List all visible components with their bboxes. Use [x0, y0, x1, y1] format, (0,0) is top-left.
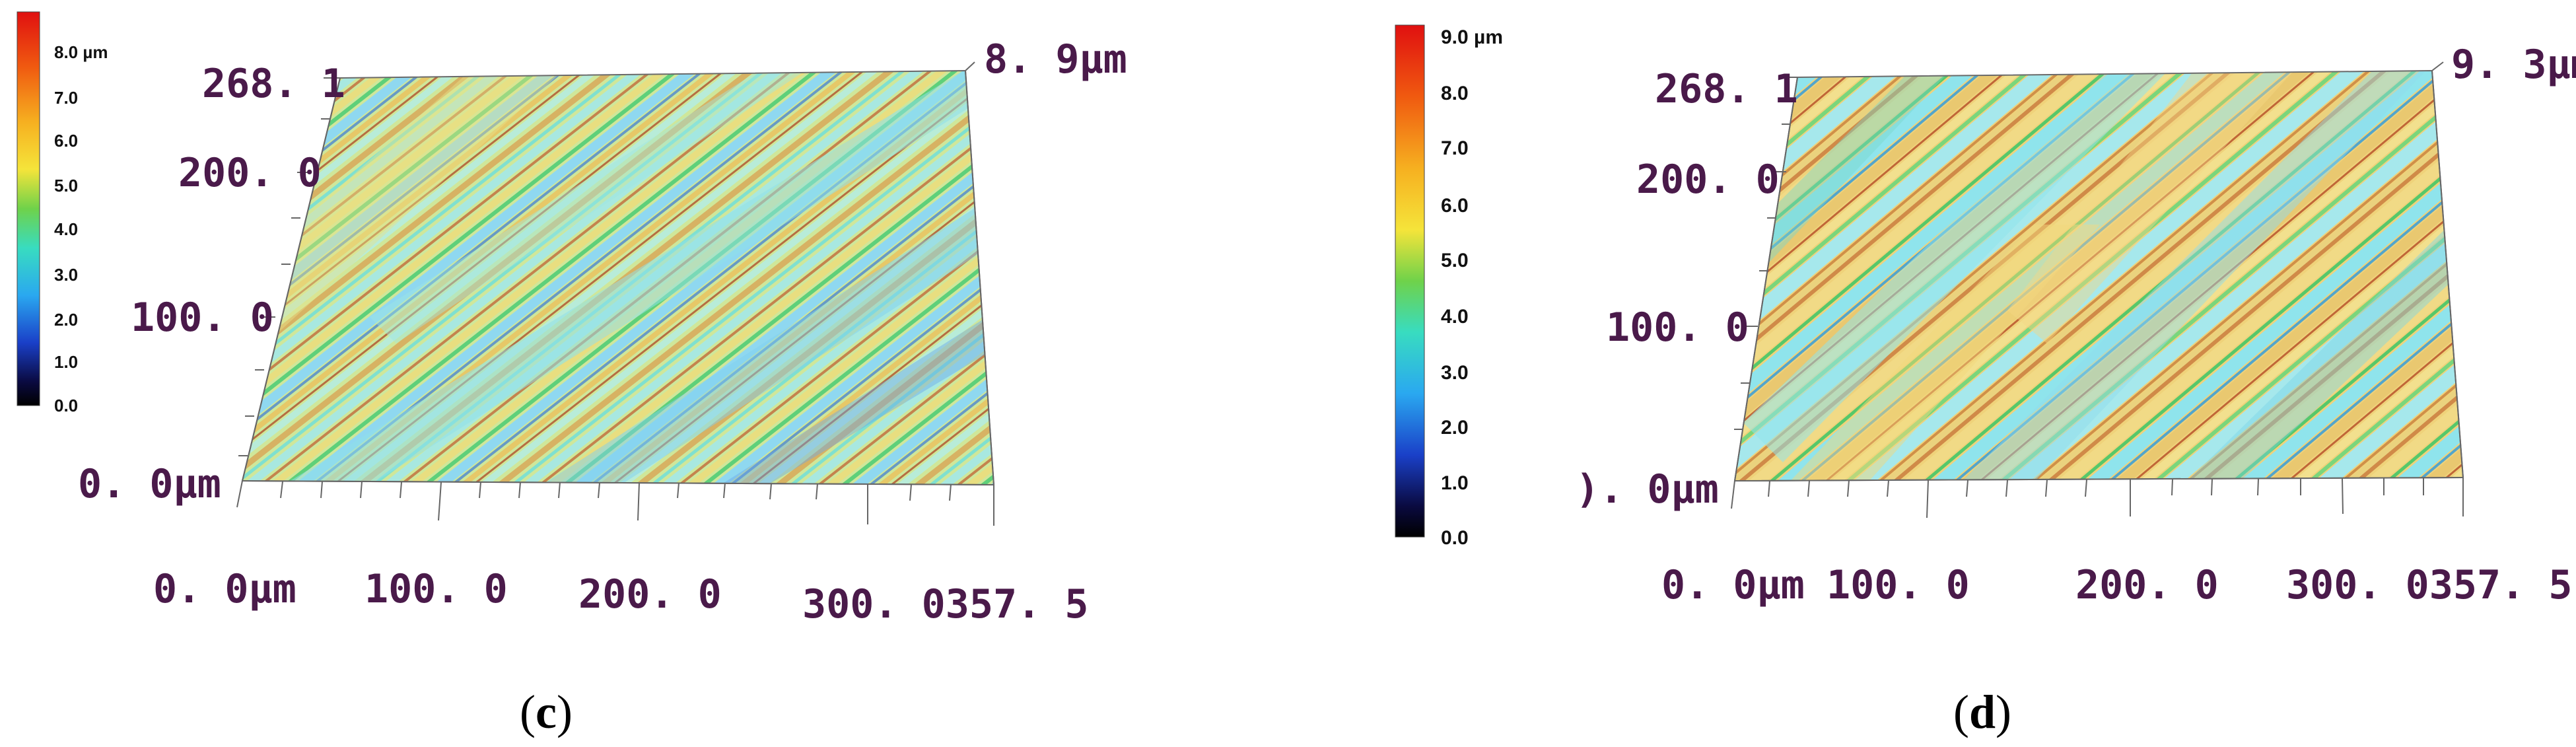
y-tick-c-3: 0. 0μm	[78, 461, 221, 507]
colorbar-c-label-3: 5.0	[54, 176, 78, 196]
axes-d	[1731, 61, 2464, 518]
y-tick-d-2: 100. 0	[1606, 304, 1749, 351]
colorbar-d-label-0: 9.0 µm	[1441, 26, 1503, 48]
colorbar-d-label-1: 8.0	[1441, 83, 1469, 104]
panel-d: 9.0 µm 8.0 7.0 6.0 5.0 4.0 3.0 2.0 1.0 0…	[1395, 24, 2576, 738]
colorbar-c-label-7: 1.0	[54, 352, 78, 372]
axes-c	[236, 61, 994, 526]
x-tick-d-1: 100. 0	[1827, 562, 1970, 608]
colorbar-d-label-5: 4.0	[1441, 306, 1469, 328]
y-tick-d-3: ). 0μm	[1576, 466, 1719, 513]
x-tick-d-0: 0. 0μm	[1661, 562, 1805, 608]
y-tick-d-1: 200. 0	[1636, 157, 1780, 203]
z-max-d: 9. 3μm	[2451, 42, 2576, 88]
colorbar-d-label-2: 7.0	[1441, 137, 1469, 159]
y-tick-c-2: 100. 0	[131, 295, 274, 341]
colorbar-d: 9.0 µm 8.0 7.0 6.0 5.0 4.0 3.0 2.0 1.0 0…	[1395, 24, 1503, 549]
colorbar-d-label-8: 1.0	[1441, 472, 1469, 494]
x-tick-d-2: 200. 0	[2075, 562, 2219, 608]
x-tick-c-1: 100. 0	[365, 566, 508, 612]
surface-c	[241, 69, 995, 486]
caption-d: (d)	[1953, 686, 2011, 738]
colorbar-c-label-2: 6.0	[54, 131, 78, 151]
colorbar-c-label-1: 7.0	[54, 88, 78, 108]
panel-c: 8.0 µm 7.0 6.0 5.0 4.0 3.0 2.0 1.0 0.0	[17, 11, 1127, 738]
z-max-c: 8. 9μm	[984, 36, 1127, 83]
colorbar-d-label-6: 3.0	[1441, 362, 1469, 384]
x-tick-c-0: 0. 0μm	[153, 566, 296, 612]
y-tick-c-1: 200. 0	[178, 150, 322, 196]
x-tick-c-3: 300. 0357. 5	[802, 581, 1088, 627]
colorbar-d-gradient	[1395, 24, 1425, 538]
colorbar-d-label-3: 6.0	[1441, 195, 1469, 217]
colorbar-c-label-4: 4.0	[54, 219, 78, 239]
colorbar-d-label-4: 5.0	[1441, 250, 1469, 271]
colorbar-c: 8.0 µm 7.0 6.0 5.0 4.0 3.0 2.0 1.0 0.0	[17, 11, 108, 415]
y-tick-c-0: 268. 1	[202, 61, 345, 107]
x-tick-c-2: 200. 0	[578, 571, 722, 618]
colorbar-c-label-5: 3.0	[54, 265, 78, 285]
y-tick-d-0: 268. 1	[1655, 66, 1798, 112]
surface-d	[1733, 69, 2464, 482]
colorbar-c-label-0: 8.0 µm	[54, 42, 108, 62]
colorbar-d-label-7: 2.0	[1441, 417, 1469, 439]
colorbar-c-label-8: 0.0	[54, 396, 78, 415]
x-tick-d-3: 300. 0357. 5	[2286, 562, 2572, 608]
colorbar-d-label-9: 0.0	[1441, 527, 1469, 549]
caption-c: (c)	[520, 686, 573, 738]
colorbar-c-label-6: 2.0	[54, 310, 78, 330]
colorbar-c-gradient	[17, 11, 40, 406]
